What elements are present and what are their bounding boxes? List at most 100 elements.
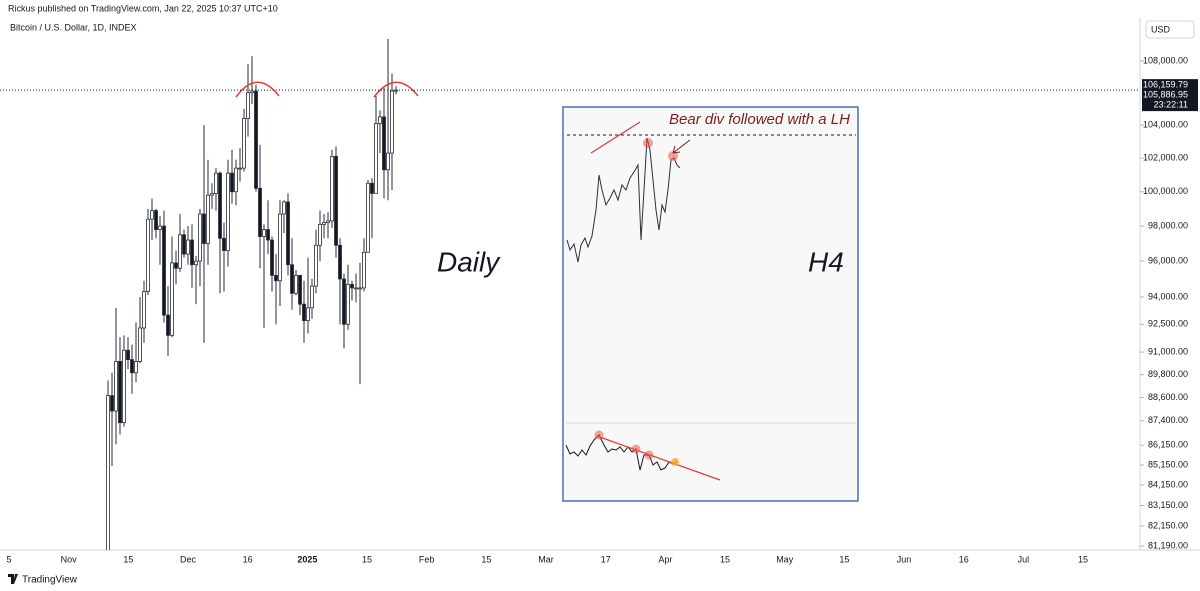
candle-body <box>178 234 182 269</box>
candle-body <box>302 303 306 322</box>
y-tick-label: 85,150.00 <box>1148 459 1188 469</box>
candle-body <box>378 116 382 124</box>
candle-body <box>130 359 134 374</box>
inset-rsi-marker <box>594 430 604 440</box>
inset-high-marker <box>668 151 678 161</box>
candle-body <box>330 156 334 222</box>
inset-rsi-marker <box>644 450 654 460</box>
candle-body <box>150 210 154 220</box>
x-tick-label: Nov <box>61 554 78 564</box>
candle-body <box>338 244 342 280</box>
candle-body <box>166 314 170 336</box>
candle-body <box>214 172 218 194</box>
x-tick-label: 15 <box>123 554 133 564</box>
y-tick-label: 83,150.00 <box>1148 500 1188 510</box>
candle-body <box>246 92 250 119</box>
x-tick-label: 5 <box>6 554 11 564</box>
y-tick-label: 89,800.00 <box>1148 369 1188 379</box>
inset-note: Bear div followed with a LH <box>669 111 850 128</box>
candle-body <box>386 152 390 171</box>
x-tick-label: Feb <box>419 554 435 564</box>
candle-body <box>138 327 142 362</box>
x-tick-label: Jul <box>1018 554 1030 564</box>
y-tick-label: 82,150.00 <box>1148 520 1188 530</box>
candle-body <box>366 182 370 253</box>
candle-body <box>194 260 198 266</box>
candle-body <box>374 123 378 194</box>
candle-body <box>162 225 166 316</box>
candle-body <box>326 220 330 224</box>
candle-body <box>206 194 210 244</box>
candle-body <box>234 167 238 193</box>
inset-rsi-marker <box>671 458 679 466</box>
x-tick-label: 2025 <box>297 554 317 564</box>
candle-body <box>362 251 366 289</box>
candle-body <box>126 349 130 360</box>
candle-body <box>198 213 202 262</box>
candle-body <box>242 118 246 169</box>
y-tick-label: 102,000.00 <box>1143 152 1188 162</box>
candle-body <box>110 395 114 412</box>
countdown-label: 23:22:11 <box>1154 99 1188 109</box>
h4-label: H4 <box>808 246 844 277</box>
x-tick-label: 15 <box>839 554 849 564</box>
second-price-label: 105,886.95 <box>1143 89 1188 99</box>
candle-body <box>370 182 374 194</box>
candle-body <box>134 361 138 374</box>
daily-label: Daily <box>437 246 501 277</box>
y-tick-label: 81,190.00 <box>1148 540 1188 550</box>
candle-body <box>154 210 158 230</box>
candle-body <box>322 222 326 225</box>
currency-button[interactable] <box>1145 20 1195 39</box>
inset-frame <box>562 106 859 502</box>
candle-body <box>298 274 302 305</box>
candle-body <box>358 287 362 290</box>
candle-body <box>210 193 214 196</box>
y-tick-label: 108,000.00 <box>1143 55 1188 65</box>
candle-body <box>262 229 266 237</box>
candle-body <box>282 201 286 215</box>
candle-body <box>182 234 186 255</box>
candle-body <box>318 223 322 246</box>
y-tick-label: 88,600.00 <box>1148 392 1188 402</box>
brand-name: TradingView <box>22 575 78 586</box>
candle-body <box>114 361 118 412</box>
candle-body <box>346 283 350 325</box>
x-tick-label: Apr <box>658 554 672 564</box>
x-tick-label: Dec <box>180 554 197 564</box>
y-tick-label: 87,400.00 <box>1148 415 1188 425</box>
candle-body <box>226 172 230 251</box>
candle-body <box>286 201 290 266</box>
publisher-line: Rickus published on TradingView.com, Jan… <box>8 3 278 13</box>
x-tick-label: 15 <box>1078 554 1088 564</box>
candle-body <box>334 156 338 246</box>
candle-body <box>142 291 146 329</box>
candle-body <box>222 237 226 251</box>
candle-body <box>270 239 274 276</box>
candle-body <box>390 90 394 154</box>
candle-body <box>106 395 110 550</box>
candle-body <box>314 244 318 287</box>
top-arc <box>373 81 419 98</box>
candle-body <box>278 213 282 282</box>
candle-body <box>146 218 150 292</box>
price-box <box>1142 79 1198 112</box>
inset-rsi-divergence <box>596 435 721 481</box>
candle-body <box>170 262 174 336</box>
top-arc <box>235 81 280 98</box>
candle-body <box>266 229 270 241</box>
plot-area <box>106 39 398 550</box>
y-tick-label: 84,150.00 <box>1148 480 1188 490</box>
symbol-title: Bitcoin / U.S. Dollar, 1D, INDEX <box>10 22 137 32</box>
currency-label: USD <box>1151 24 1171 34</box>
candle-body <box>306 307 310 322</box>
candle-body <box>254 90 258 189</box>
candle-body <box>122 349 126 424</box>
x-tick-label: 16 <box>959 554 969 564</box>
y-tick-label: 104,000.00 <box>1143 119 1188 129</box>
candle-body <box>118 361 122 424</box>
candle-body <box>190 239 194 266</box>
inset-high-marker <box>643 138 653 148</box>
